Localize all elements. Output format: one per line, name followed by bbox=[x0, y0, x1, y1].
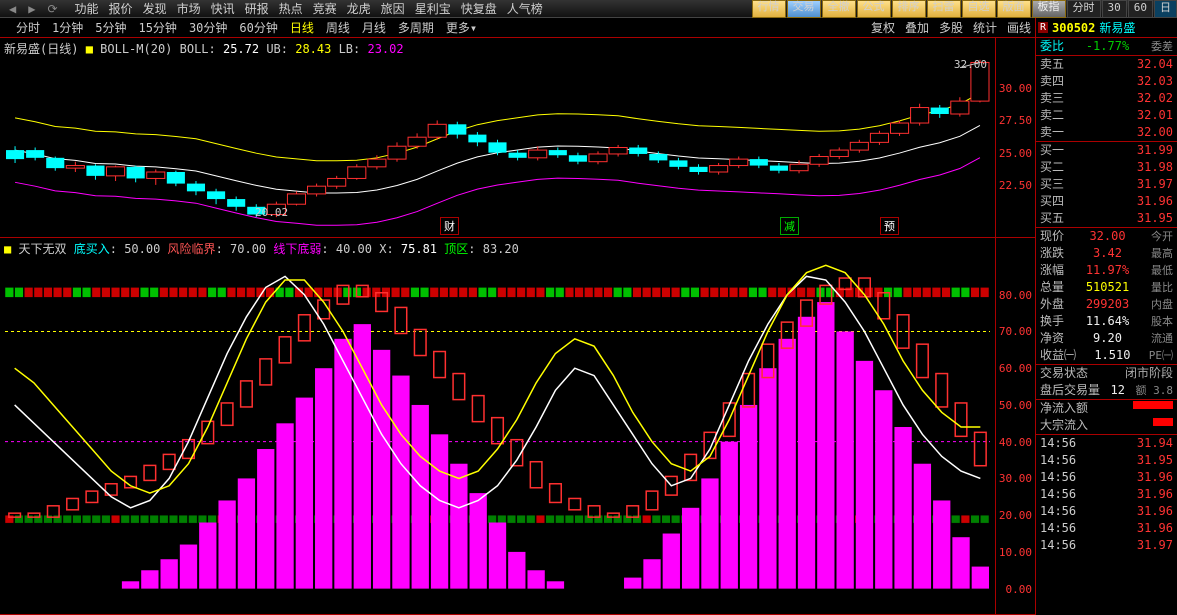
stat-row: 收益㈠1.510PE㈠ bbox=[1036, 347, 1177, 364]
menu-item[interactable]: 热点 bbox=[274, 2, 308, 16]
menu-item[interactable]: 功能 bbox=[70, 2, 104, 16]
stat-row: 涨幅11.97%最低 bbox=[1036, 262, 1177, 279]
timeframe-item[interactable]: 周线 bbox=[320, 21, 356, 35]
nav-back-icon[interactable]: ◀ bbox=[4, 2, 21, 16]
menu-item[interactable]: 竞赛 bbox=[308, 2, 342, 16]
tf-right-item[interactable]: 复权 bbox=[866, 19, 900, 36]
stock-code: 300502 bbox=[1048, 21, 1095, 35]
toolbar-button[interactable]: 扫雷 bbox=[927, 0, 961, 18]
tf-mini[interactable]: 分时 bbox=[1067, 0, 1101, 18]
tick-row: 14:5631.96 bbox=[1036, 520, 1177, 537]
menu-item[interactable]: 报价 bbox=[104, 2, 138, 16]
trade-status-row: 交易状态 闭市阶段 bbox=[1036, 365, 1177, 382]
flow-bar-2 bbox=[1153, 418, 1173, 426]
chart-area: 新易盛(日线) ■ BOLL-M(20) BOLL: 25.72 UB: 28.… bbox=[0, 38, 1035, 615]
price-y-axis: 30.0027.5025.0022.50 bbox=[995, 38, 1035, 237]
menu-item[interactable]: 快复盘 bbox=[456, 2, 502, 16]
bid-row: 买五31.95 bbox=[1036, 210, 1177, 227]
menu-item[interactable]: 人气榜 bbox=[502, 2, 548, 16]
tf-right-item[interactable]: 叠加 bbox=[900, 19, 934, 36]
tick-row: 14:5631.94 bbox=[1036, 435, 1177, 452]
tf-right-item[interactable]: 统计 bbox=[968, 19, 1002, 36]
quote-panel: R 300502 新易盛 委比 -1.77% 委差 卖五32.04卖四32.03… bbox=[1035, 18, 1177, 615]
timeframe-item[interactable]: 5分钟 bbox=[89, 21, 132, 35]
toolbar-button[interactable]: 排序 bbox=[892, 0, 926, 18]
tf-mini[interactable]: 日 bbox=[1154, 0, 1177, 18]
net-inflow-row: 净流入额 bbox=[1036, 400, 1177, 417]
toolbar-button[interactable]: 板指 bbox=[1032, 0, 1066, 18]
timeframe-item[interactable]: 月线 bbox=[356, 21, 392, 35]
timeframe-item[interactable]: 60分钟 bbox=[233, 21, 283, 35]
toolbar-button[interactable]: 交易 bbox=[787, 0, 821, 18]
tick-row: 14:5631.96 bbox=[1036, 486, 1177, 503]
tag-cai[interactable]: 财 bbox=[440, 217, 459, 235]
stat-row: 涨跌3.42最高 bbox=[1036, 245, 1177, 262]
tf-right-item[interactable]: 多股 bbox=[934, 19, 968, 36]
weibi-row: 委比 -1.77% 委差 bbox=[1036, 38, 1177, 55]
timeframe-item[interactable]: 30分钟 bbox=[183, 21, 233, 35]
stat-row: 现价32.00今开 bbox=[1036, 228, 1177, 245]
bid-row: 买三31.97 bbox=[1036, 176, 1177, 193]
timeframe-bar: 分时1分钟5分钟15分钟30分钟60分钟日线周线月线多周期更多▾ 复权叠加多股统… bbox=[0, 18, 1177, 38]
tick-row: 14:5631.97 bbox=[1036, 537, 1177, 554]
menu-item[interactable]: 市场 bbox=[172, 2, 206, 16]
tag-yu[interactable]: 预 bbox=[880, 217, 899, 235]
bid-row: 买四31.96 bbox=[1036, 193, 1177, 210]
toolbar-button[interactable]: 公式 bbox=[857, 0, 891, 18]
toolbar-button[interactable]: 全撤 bbox=[822, 0, 856, 18]
top-menu: ◀ ▶ ⟳ 功能报价发现市场快讯研报热点竞赛龙虎旅因星利宝快复盘人气榜 行情交易… bbox=[0, 0, 1177, 18]
menu-item[interactable]: 快讯 bbox=[206, 2, 240, 16]
tf-right-item[interactable]: 画线 bbox=[1002, 19, 1036, 36]
menu-item[interactable]: 研报 bbox=[240, 2, 274, 16]
ask-row: 卖一32.00 bbox=[1036, 124, 1177, 141]
timeframe-item[interactable]: 日线 bbox=[284, 21, 320, 35]
tick-row: 14:5631.96 bbox=[1036, 469, 1177, 486]
tick-row: 14:5631.95 bbox=[1036, 452, 1177, 469]
toolbar-button[interactable]: 自选 bbox=[962, 0, 996, 18]
nav-fwd-icon[interactable]: ▶ bbox=[23, 2, 40, 16]
menu-item[interactable]: 旅因 bbox=[376, 2, 410, 16]
indicator-pane-title: ■ 天下无双 底买入: 50.00 风险临界: 70.00 线下底弱: 40.0… bbox=[4, 240, 519, 257]
menu-item[interactable]: 龙虎 bbox=[342, 2, 376, 16]
toolbar-button[interactable]: 版面 bbox=[997, 0, 1031, 18]
bid-row: 买二31.98 bbox=[1036, 159, 1177, 176]
ask-row: 卖四32.03 bbox=[1036, 73, 1177, 90]
flow-bar-1 bbox=[1133, 401, 1173, 409]
low-label: 20.02 bbox=[255, 206, 288, 219]
price-chart bbox=[0, 38, 995, 238]
timeframe-item[interactable]: 1分钟 bbox=[46, 21, 89, 35]
timeframe-item[interactable]: 更多▾ bbox=[440, 21, 483, 35]
tag-jian[interactable]: 减 bbox=[780, 217, 799, 235]
stock-name: 新易盛 bbox=[1095, 19, 1135, 36]
stat-row: 总量510521量比 bbox=[1036, 279, 1177, 296]
tick-row: 14:5631.96 bbox=[1036, 503, 1177, 520]
menu-item[interactable]: 星利宝 bbox=[410, 2, 456, 16]
bid-row: 买一31.99 bbox=[1036, 142, 1177, 159]
menu-item[interactable]: 发现 bbox=[138, 2, 172, 16]
tf-mini[interactable]: 30 bbox=[1102, 0, 1127, 18]
indicator-y-axis: 80.0070.0060.0050.0040.0030.0020.0010.00… bbox=[995, 238, 1035, 614]
price-pane[interactable]: 新易盛(日线) ■ BOLL-M(20) BOLL: 25.72 UB: 28.… bbox=[0, 38, 1035, 238]
after-hours-row: 盘后交易量 12 额 3.8 bbox=[1036, 382, 1177, 399]
price-pane-title: 新易盛(日线) ■ BOLL-M(20) BOLL: 25.72 UB: 28.… bbox=[4, 40, 404, 57]
stat-row: 净资9.20流通 bbox=[1036, 330, 1177, 347]
timeframe-item[interactable]: 多周期 bbox=[392, 21, 440, 35]
high-label: 32.00 bbox=[954, 58, 987, 71]
margin-badge: R bbox=[1038, 22, 1048, 33]
stock-header: R 300502 新易盛 bbox=[1036, 18, 1177, 38]
refresh-icon[interactable]: ⟳ bbox=[42, 2, 62, 16]
ask-row: 卖五32.04 bbox=[1036, 56, 1177, 73]
block-inflow-row: 大宗流入 bbox=[1036, 417, 1177, 434]
indicator-chart bbox=[0, 238, 995, 615]
toolbar-button[interactable]: 行情 bbox=[752, 0, 786, 18]
timeframe-item[interactable]: 分时 bbox=[10, 21, 46, 35]
ask-row: 卖二32.01 bbox=[1036, 107, 1177, 124]
right-button-bar: 行情交易全撤公式排序扫雷自选版面板指分时3060日 bbox=[752, 0, 1177, 18]
ask-row: 卖三32.02 bbox=[1036, 90, 1177, 107]
tf-mini[interactable]: 60 bbox=[1128, 0, 1153, 18]
indicator-pane[interactable]: ■ 天下无双 底买入: 50.00 风险临界: 70.00 线下底弱: 40.0… bbox=[0, 238, 1035, 615]
stat-row: 外盘299203内盘 bbox=[1036, 296, 1177, 313]
stat-row: 换手11.64%股本 bbox=[1036, 313, 1177, 330]
timeframe-item[interactable]: 15分钟 bbox=[132, 21, 182, 35]
